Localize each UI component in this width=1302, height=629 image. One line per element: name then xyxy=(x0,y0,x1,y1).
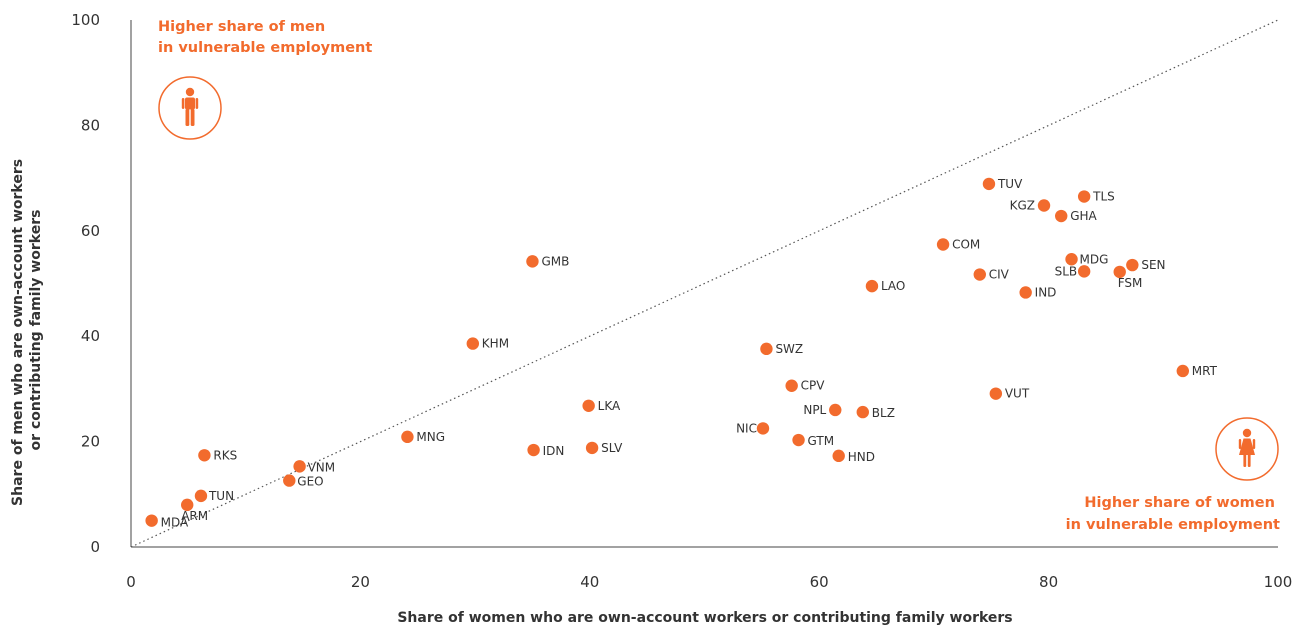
x-tick-label: 100 xyxy=(1264,573,1293,591)
data-point-cpv xyxy=(785,379,798,392)
point-label-gmb: GMB xyxy=(541,254,569,268)
annotation-men: Higher share of men in vulnerable employ… xyxy=(158,19,372,56)
data-point-com xyxy=(936,238,950,251)
data-point-vut xyxy=(989,387,1003,400)
point-label-hnd: HND xyxy=(848,450,875,464)
point-label-civ: CIV xyxy=(989,268,1010,282)
data-point-npl xyxy=(829,403,842,417)
point-label-mda: MDA xyxy=(161,516,189,530)
data-point-rks xyxy=(198,449,211,462)
point-label-ind: IND xyxy=(1035,285,1057,299)
point-label-mng: MNG xyxy=(416,430,445,444)
man-icon xyxy=(158,76,222,140)
data-point-vnm xyxy=(293,460,306,473)
data-point-mda xyxy=(145,514,158,527)
point-label-mrt: MRT xyxy=(1192,364,1218,378)
data-point-sen xyxy=(1126,258,1139,272)
data-point-gmb xyxy=(526,255,539,268)
data-point-nic xyxy=(756,422,770,435)
data-point-slv xyxy=(585,441,599,455)
data-point-mrt xyxy=(1176,364,1189,378)
point-label-idn: IDN xyxy=(543,444,565,458)
data-point-hnd xyxy=(832,449,845,463)
point-label-khm: KHM xyxy=(482,337,509,351)
point-label-arm: ARM xyxy=(181,509,208,523)
data-point-lka xyxy=(582,399,595,412)
equality-reference-line xyxy=(130,19,1279,548)
data-point-lao xyxy=(865,279,879,293)
data-point-gtm xyxy=(792,433,805,447)
point-label-lka: LKA xyxy=(598,399,621,413)
x-tick-label: 0 xyxy=(126,573,136,591)
data-point-tuv xyxy=(982,177,996,191)
point-label-lao: LAO xyxy=(881,279,905,293)
data-point-kgz xyxy=(1037,199,1051,212)
data-point-civ xyxy=(973,268,986,281)
y-tick-label: 20 xyxy=(81,433,100,451)
x-axis-label: Share of women who are own-account worke… xyxy=(397,610,1012,626)
point-label-vut: VUT xyxy=(1005,387,1030,401)
point-label-slb: SLB xyxy=(1055,264,1078,278)
point-label-tuv: TUV xyxy=(997,177,1023,191)
data-point-mng xyxy=(401,430,414,444)
x-axis-ticks: 0 20 40 60 80 100 xyxy=(126,573,1292,591)
data-point-blz xyxy=(856,405,869,419)
point-label-swz: SWZ xyxy=(775,342,803,356)
point-label-gtm: GTM xyxy=(808,434,835,448)
point-label-gha: GHA xyxy=(1070,209,1097,223)
data-point-tun xyxy=(194,489,208,503)
annotation-women: Higher share of women in vulnerable empl… xyxy=(1066,495,1280,533)
point-label-com: COM xyxy=(952,238,980,252)
data-point-mdg xyxy=(1065,253,1078,266)
point-label-vnm: VNM xyxy=(308,460,336,474)
woman-icon xyxy=(1215,417,1279,481)
data-point-arm xyxy=(181,498,194,512)
y-tick-label: 100 xyxy=(71,11,100,29)
y-axis-label-line-2: or contributing family workers xyxy=(28,210,44,451)
data-point-fsm xyxy=(1113,265,1126,279)
y-axis-label: Share of men who are own-account workers… xyxy=(10,154,44,506)
point-label-fsm: FSM xyxy=(1118,276,1143,290)
data-point-swz xyxy=(760,342,773,356)
data-point-geo xyxy=(283,474,296,487)
x-tick-label: 20 xyxy=(351,573,370,591)
x-tick-label: 80 xyxy=(1039,573,1058,591)
data-point-idn xyxy=(527,443,540,457)
data-point-gha xyxy=(1055,209,1068,223)
point-label-tun: TUN xyxy=(208,489,234,503)
data-point-ind xyxy=(1019,286,1032,299)
y-tick-label: 60 xyxy=(81,222,100,240)
point-label-kgz: KGZ xyxy=(1010,199,1035,213)
point-label-sen: SEN xyxy=(1141,258,1165,272)
x-tick-label: 40 xyxy=(580,573,599,591)
point-label-npl: NPL xyxy=(803,403,826,417)
y-axis-ticks: 0 20 40 60 80 100 xyxy=(71,11,100,556)
point-label-geo: GEO xyxy=(297,475,323,489)
x-tick-label: 60 xyxy=(810,573,829,591)
annotation-men-line-2: in vulnerable employment xyxy=(158,40,372,56)
data-point-slb xyxy=(1077,265,1091,278)
y-tick-label: 0 xyxy=(90,538,100,556)
point-label-cpv: CPV xyxy=(801,379,826,393)
point-label-tls: TLS xyxy=(1092,190,1115,204)
point-label-blz: BLZ xyxy=(872,406,895,420)
y-tick-label: 80 xyxy=(81,116,100,134)
data-point-tls xyxy=(1077,190,1091,203)
annotation-women-line-1: Higher share of women xyxy=(1084,495,1275,511)
point-label-mdg: MDG xyxy=(1080,252,1109,266)
point-label-nic: NIC xyxy=(736,421,757,435)
point-label-slv: SLV xyxy=(601,441,623,455)
annotation-women-line-2: in vulnerable employment xyxy=(1066,517,1280,533)
point-label-rks: RKS xyxy=(213,448,237,462)
y-axis-label-line-1: Share of men who are own-account workers xyxy=(10,159,26,506)
y-tick-label: 40 xyxy=(81,327,100,345)
data-point-khm xyxy=(466,337,480,350)
annotation-men-line-1: Higher share of men xyxy=(158,19,325,35)
